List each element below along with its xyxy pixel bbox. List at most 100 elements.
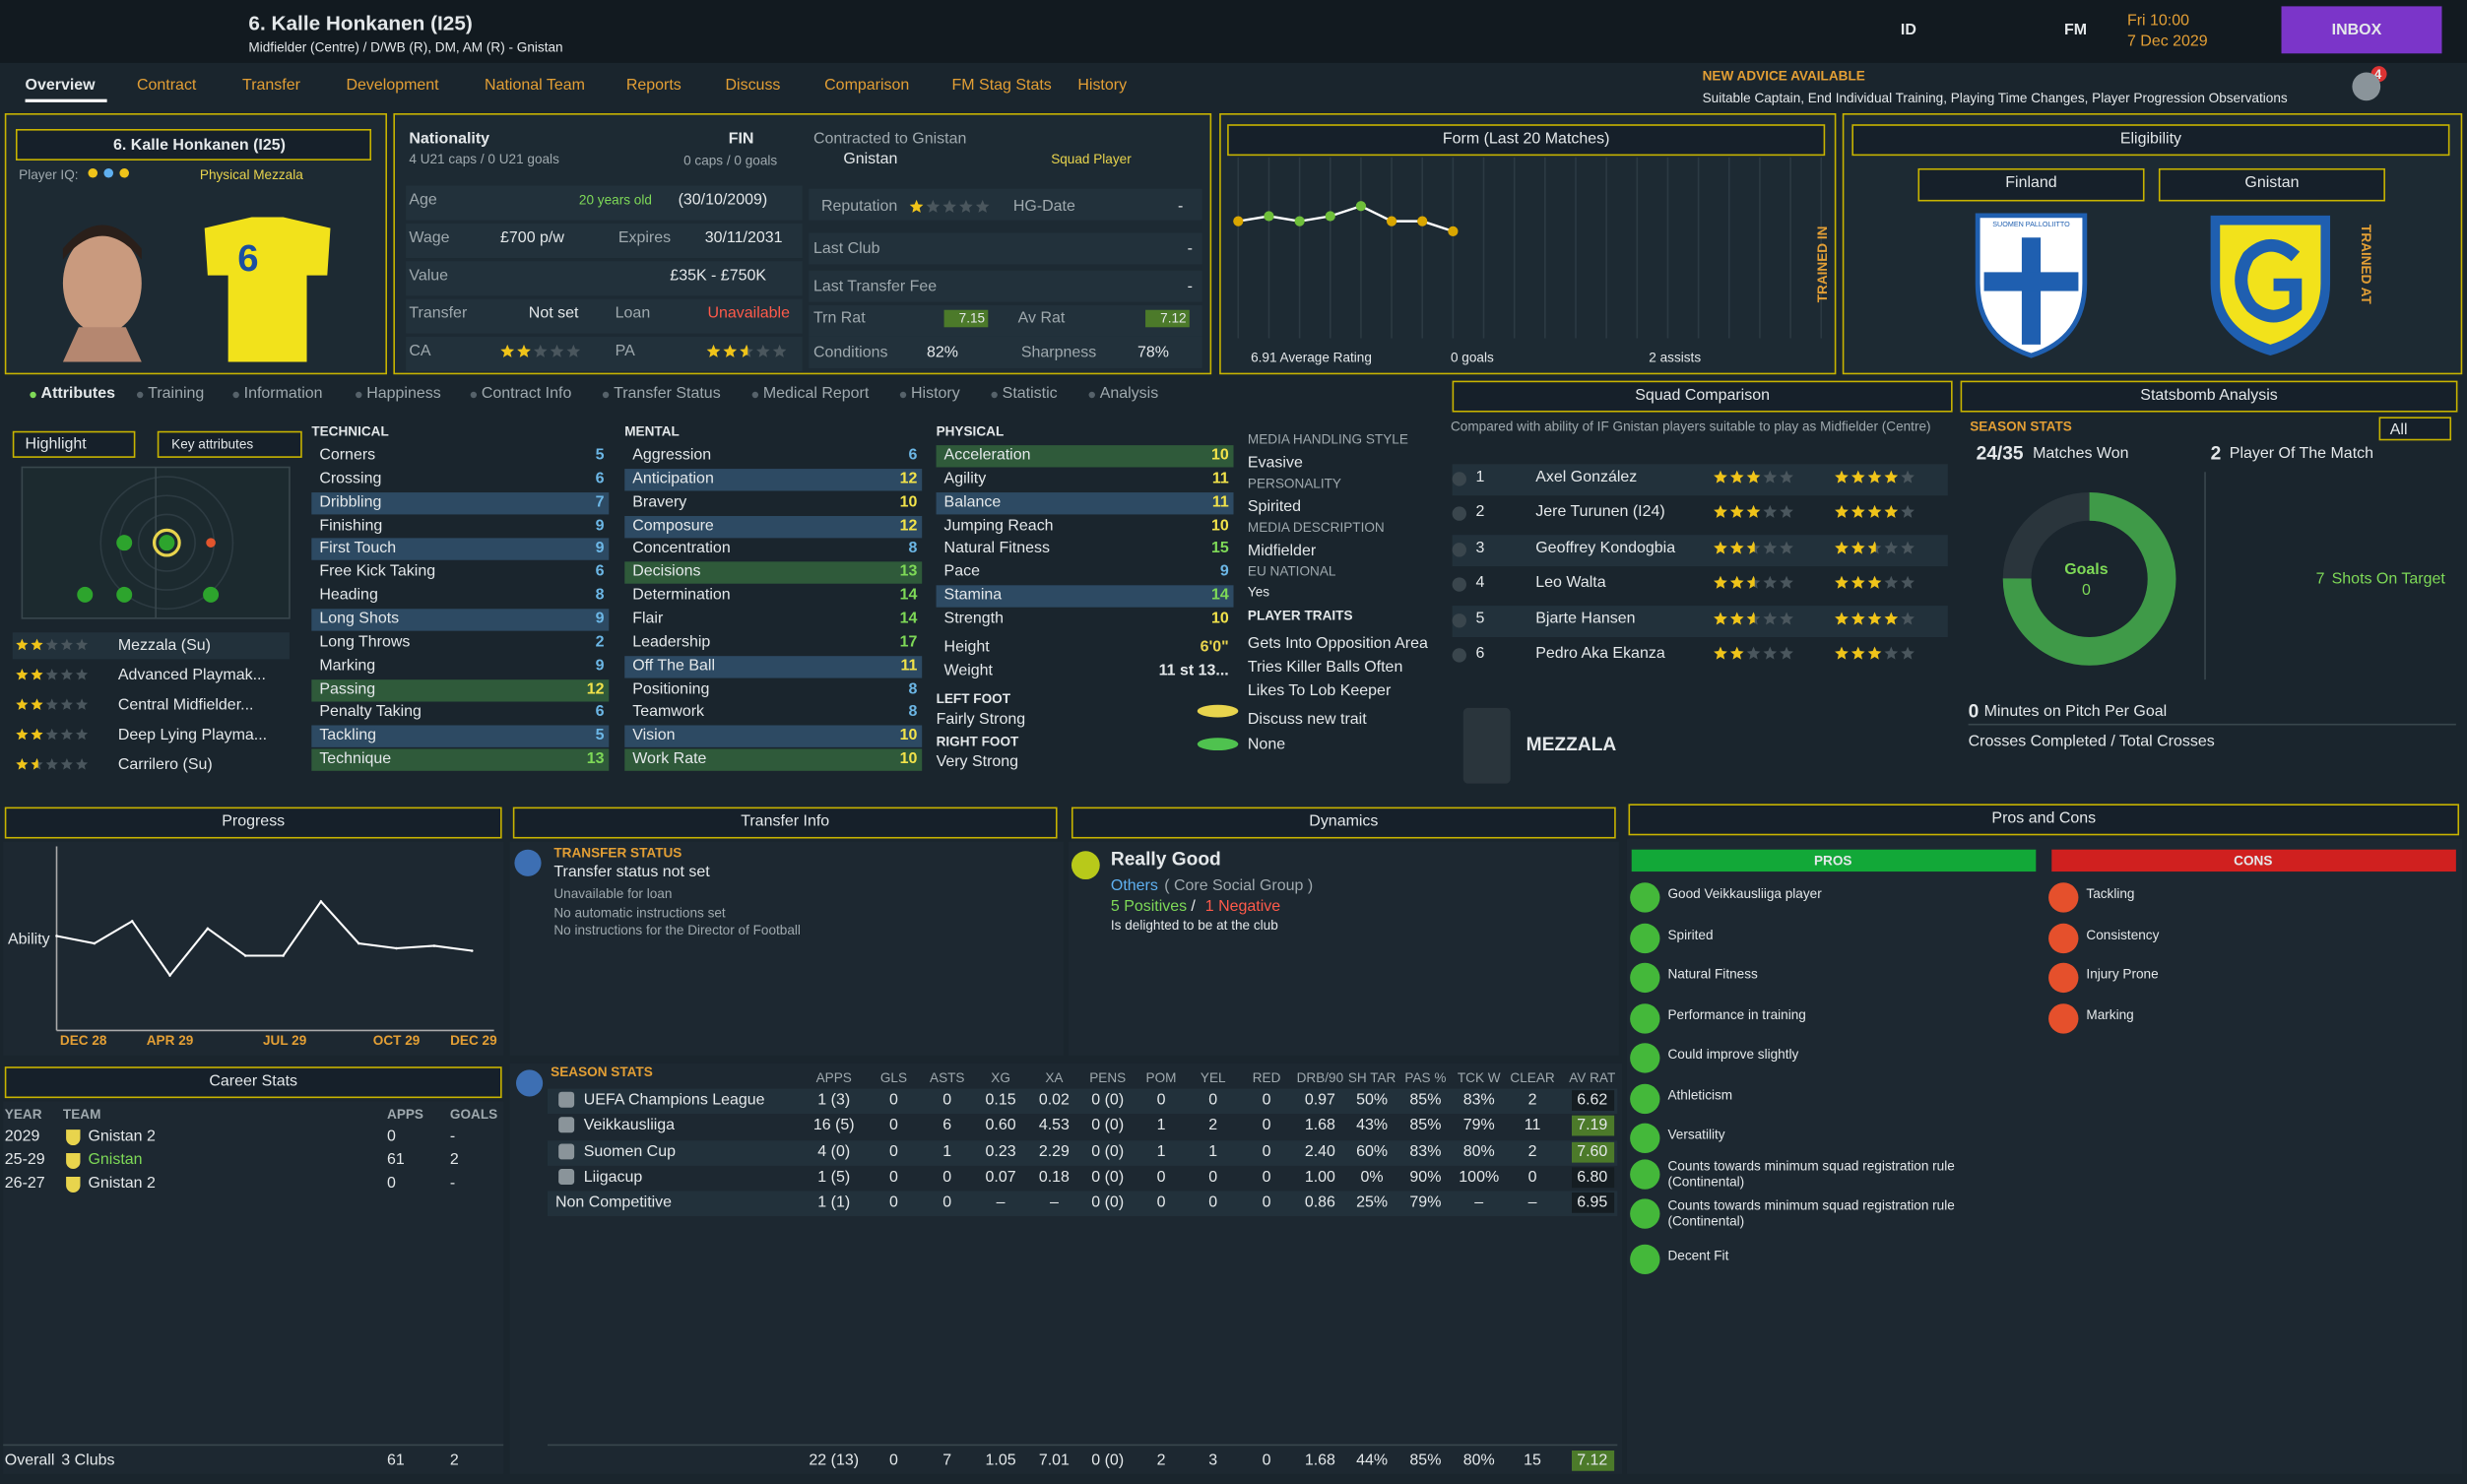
label[interactable]: Jere Turunen (I24) [1535, 503, 1665, 522]
label[interactable]: Others [1110, 877, 1158, 896]
label[interactable]: All [2389, 421, 2408, 439]
star [16, 668, 29, 680]
panel-header [4, 1066, 502, 1099]
ability-point [168, 974, 171, 977]
inbox-label[interactable]: INBOX [2331, 22, 2382, 39]
highlight-dropdown[interactable] [12, 430, 136, 458]
info-row [809, 232, 1202, 265]
label: Natural Fitness [1667, 965, 1758, 982]
label[interactable]: Key attributes [171, 435, 254, 452]
inbox-button[interactable] [2281, 6, 2442, 54]
id-button[interactable]: ID [1900, 22, 1916, 39]
label: 13 [586, 750, 605, 768]
label: 0 [1262, 1168, 1271, 1187]
label: 3 Clubs [61, 1452, 115, 1470]
attribute-row [311, 725, 610, 748]
star-empty [1780, 611, 1793, 624]
label: 6'0" [1200, 638, 1229, 657]
label[interactable]: Pedro Aka Ekanza [1535, 645, 1665, 663]
star [1835, 505, 1849, 519]
label: 1 Negative [1204, 898, 1281, 916]
star-empty [959, 199, 973, 213]
label: 0.86 [1304, 1194, 1335, 1212]
key-dropdown[interactable] [157, 430, 302, 458]
label: 2 [1156, 1452, 1166, 1470]
label: 79% [1462, 1117, 1495, 1135]
info-row [809, 270, 1202, 302]
tab[interactable]: Attributes [40, 385, 115, 403]
label: 7.15 [958, 309, 986, 326]
label: Positioning [632, 679, 710, 698]
label: Transfer Info [741, 812, 830, 831]
label[interactable]: Central Midfielder... [117, 696, 254, 715]
label[interactable]: Mezzala (Su) [117, 637, 211, 655]
nav-item[interactable]: History [1077, 77, 1128, 95]
star-empty [1901, 470, 1915, 484]
nav-item[interactable]: Discuss [725, 77, 781, 95]
tab[interactable]: Transfer Status [614, 385, 721, 403]
pitch [21, 466, 291, 619]
tab[interactable]: Training [148, 385, 205, 403]
label: Decisions [632, 563, 701, 581]
label: LEFT FOOT [936, 690, 1011, 707]
tab-dot [751, 391, 759, 399]
tab[interactable]: History [911, 385, 960, 403]
nav-item[interactable]: Reports [625, 77, 682, 95]
label: Career Stats [209, 1072, 298, 1091]
star-empty [60, 758, 73, 770]
info-row [406, 336, 803, 372]
fm-button[interactable]: FM [2064, 22, 2088, 39]
tab[interactable]: Information [243, 385, 323, 403]
tab[interactable]: Statistic [1002, 385, 1058, 403]
label[interactable]: Deep Lying Playma... [117, 727, 268, 744]
nav-item[interactable]: Transfer [242, 77, 300, 95]
star-rating [706, 344, 787, 357]
tab[interactable]: Analysis [1099, 385, 1159, 403]
label[interactable]: Carrilero (Su) [117, 756, 213, 775]
nav-item[interactable]: Overview [25, 77, 96, 95]
label[interactable]: Bjarte Hansen [1535, 610, 1636, 627]
label: PHYSICAL [936, 422, 1005, 439]
nav-item[interactable]: Contract [136, 77, 197, 95]
nav-item[interactable]: Development [346, 77, 439, 95]
filter-dropdown[interactable] [2378, 417, 2452, 441]
attribute-row [936, 445, 1234, 468]
label: 7 [942, 1452, 952, 1470]
label[interactable]: Discuss new trait [1247, 711, 1367, 729]
label: 11 [1211, 493, 1229, 511]
label: Spirited [1247, 498, 1302, 517]
label: XA [1045, 1069, 1064, 1086]
label: Injury Prone [2086, 965, 2159, 982]
star-empty [1780, 470, 1793, 484]
label[interactable]: Highlight [25, 435, 87, 454]
tab-dot [30, 391, 36, 399]
star-fill [1714, 470, 1761, 484]
tab[interactable]: Contract Info [481, 385, 572, 403]
ability-point [395, 946, 398, 950]
star [740, 344, 748, 357]
nav-item[interactable]: National Team [485, 77, 585, 95]
transfer-icon [514, 849, 542, 876]
player-title: 6. Kalle Honkanen (I25) [248, 11, 473, 35]
label[interactable]: Axel González [1535, 469, 1638, 486]
info-row [809, 336, 1202, 368]
pros-bar [1631, 849, 2037, 872]
label: Free Kick Taking [319, 563, 436, 581]
divider [3, 1444, 504, 1447]
tab[interactable]: Medical Report [762, 385, 870, 403]
label: Work Rate [632, 750, 707, 768]
star-fill [1835, 646, 1882, 660]
tab[interactable]: Happiness [366, 385, 441, 403]
player-subtitle: Midfielder (Centre) / D/WB (R), DM, AM (… [248, 38, 563, 55]
label[interactable]: Geoffrey Kondogbia [1535, 539, 1676, 557]
label[interactable]: Advanced Playmak... [117, 667, 266, 684]
nav-item[interactable]: FM Stag Stats [951, 77, 1052, 95]
label: Last Club [812, 240, 880, 259]
nav-item[interactable]: Comparison [824, 77, 910, 95]
label: 6 [908, 446, 918, 465]
label: 50% [1356, 1091, 1389, 1110]
star-fill [1835, 541, 1876, 554]
label[interactable]: Leo Walta [1535, 574, 1606, 592]
label: 9 [1219, 563, 1229, 581]
label: 0 [2081, 582, 2091, 600]
